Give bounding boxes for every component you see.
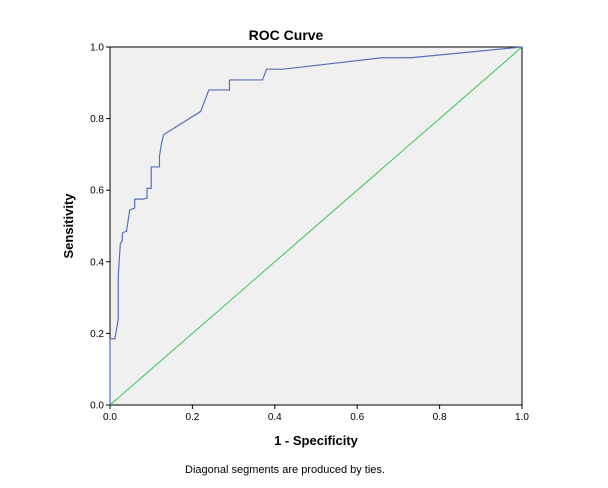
x-tick-label: 0.4 bbox=[268, 412, 282, 423]
reference-line bbox=[109, 46, 523, 406]
chart-title: ROC Curve bbox=[249, 27, 324, 43]
y-tick-label: 0.4 bbox=[90, 257, 104, 268]
x-tick-label: 0.8 bbox=[433, 412, 447, 423]
x-tick-label: 0.6 bbox=[350, 412, 364, 423]
y-tick-label: 0.8 bbox=[90, 114, 104, 125]
x-tick-label: 0.0 bbox=[103, 412, 117, 423]
roc-curve-line bbox=[109, 46, 523, 405]
x-tick-label: 0.2 bbox=[185, 412, 199, 423]
x-axis-label: 1 - Specificity bbox=[274, 433, 359, 448]
y-tick-label: 0.6 bbox=[90, 186, 104, 197]
y-axis-label: Sensitivity bbox=[61, 193, 76, 259]
x-tick-label: 1.0 bbox=[515, 412, 529, 423]
y-tick-label: 1.0 bbox=[90, 43, 104, 54]
y-tick-label: 0.0 bbox=[90, 401, 104, 412]
y-tick-label: 0.2 bbox=[90, 329, 104, 340]
footnote: Diagonal segments are produced by ties. bbox=[185, 464, 385, 476]
axis-ticks: 0.0 0.2 0.4 0.6 0.8 1.0 0.0 0.2 0.4 0.6 0.8 1.0 bbox=[90, 43, 529, 424]
